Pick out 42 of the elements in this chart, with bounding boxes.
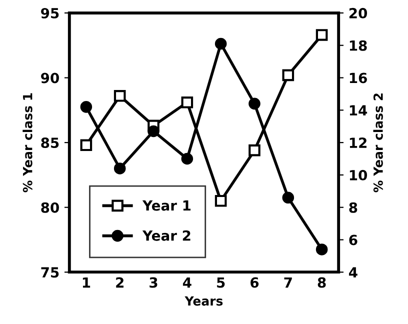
x-axis-title: Years xyxy=(184,296,223,306)
y2-axis-title: % Year class 2 xyxy=(373,94,383,192)
x-tick-label: 4 xyxy=(182,277,192,288)
point xyxy=(181,152,194,165)
point xyxy=(114,90,126,102)
x-tick-label: 1 xyxy=(82,277,90,288)
x-tick-label: 7 xyxy=(284,277,292,288)
y-axis-title: % Year class 1 xyxy=(22,93,32,192)
y-tick-label: 85 xyxy=(41,138,59,148)
y-tick-label: 75 xyxy=(41,267,59,278)
x-tick-label: 2 xyxy=(116,277,124,288)
y2-tick-label: 16 xyxy=(350,72,367,84)
y2-tick-label: 4 xyxy=(348,267,358,278)
y2-tick-label: 18 xyxy=(350,40,367,51)
point xyxy=(80,101,92,113)
y2-tick-label: 14 xyxy=(350,105,368,116)
point xyxy=(282,192,294,204)
point xyxy=(316,29,328,41)
y-tick-label: 80 xyxy=(41,202,59,213)
y2-tick-label: 10 xyxy=(350,170,368,180)
point xyxy=(80,139,92,152)
y2-tick-label: 6 xyxy=(349,234,358,246)
point xyxy=(214,194,227,207)
y-tick-label: 90 xyxy=(41,72,59,84)
point xyxy=(248,144,260,156)
x-tick-label: 8 xyxy=(318,277,326,288)
legend-label: Year 2 xyxy=(142,230,190,241)
x-tick-label: 6 xyxy=(250,277,259,288)
point xyxy=(282,69,294,82)
point xyxy=(248,98,260,110)
point xyxy=(181,96,194,108)
y-tick-label: 95 xyxy=(41,8,59,18)
y2-tick-label: 8 xyxy=(349,202,358,213)
point xyxy=(214,38,227,50)
legend-label: Year 1 xyxy=(142,200,191,211)
point xyxy=(316,244,328,256)
x-tick-label: 5 xyxy=(217,277,225,288)
point xyxy=(114,162,126,174)
x-tick-label: 3 xyxy=(150,277,158,288)
point xyxy=(148,125,160,138)
y2-tick-label: 12 xyxy=(350,138,366,148)
y2-tick-label: 20 xyxy=(349,8,368,18)
